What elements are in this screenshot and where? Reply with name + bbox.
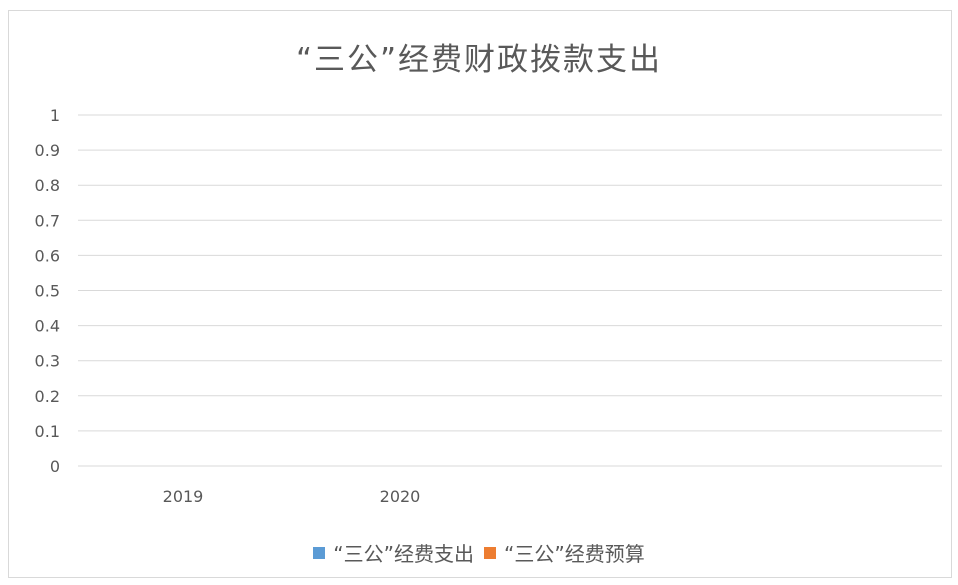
y-tick-label: 0.1 <box>35 422 60 441</box>
y-tick-label: 0.9 <box>35 141 60 160</box>
legend-item-expenditure: “三公”经费支出 <box>313 538 474 567</box>
y-tick-label: 0.2 <box>35 387 60 406</box>
chart-legend: “三公”经费支出 “三公”经费预算 <box>0 538 958 567</box>
legend-label-budget: “三公”经费预算 <box>504 542 645 566</box>
y-tick-label: 0.8 <box>35 176 60 195</box>
legend-item-budget: “三公”经费预算 <box>484 538 645 567</box>
x-tick-label: 2019 <box>163 487 204 506</box>
y-tick-label: 0.3 <box>35 352 60 371</box>
legend-swatch-expenditure <box>313 546 326 559</box>
y-tick-label: 0.4 <box>35 317 60 336</box>
y-tick-label: 0.7 <box>35 211 60 230</box>
x-tick-label: 2020 <box>380 487 421 506</box>
legend-label-expenditure: “三公”经费支出 <box>333 542 474 566</box>
legend-swatch-budget <box>484 546 496 559</box>
y-tick-label: 0 <box>50 457 60 476</box>
chart-frame <box>8 10 952 578</box>
chart-title: “三公”经费财政拨款支出 <box>295 42 663 78</box>
y-tick-label: 1 <box>50 106 60 125</box>
y-tick-label: 0.5 <box>35 282 60 301</box>
y-tick-label: 0.6 <box>35 246 60 265</box>
